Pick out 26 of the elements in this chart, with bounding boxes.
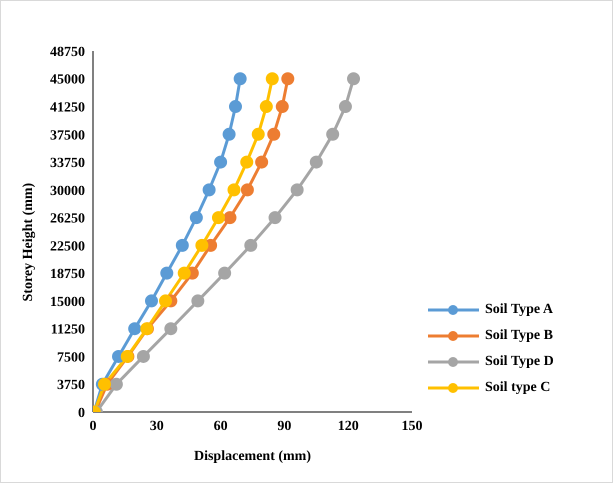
- x-tick-label: 30: [150, 418, 164, 434]
- legend-label: Soil type C: [485, 380, 550, 396]
- y-tick-label: 33750: [50, 156, 85, 172]
- y-tick-label: 18750: [50, 267, 85, 282]
- y-tick-label: 11250: [50, 322, 85, 338]
- y-tick-label: 48750: [50, 44, 85, 60]
- y-tick-label: 41250: [50, 100, 85, 116]
- y-tick-label: 37500: [50, 128, 85, 144]
- x-tick-label: 150: [402, 418, 422, 434]
- legend-label: Soil Type D: [485, 354, 554, 370]
- x-tick-label: 0: [90, 418, 96, 434]
- y-tick-label: 30000: [50, 184, 85, 199]
- y-axis-title: Storey Height (mm): [20, 182, 36, 302]
- x-axis-title: Displacement (mm): [194, 449, 312, 464]
- y-tick-label: 15000: [50, 294, 85, 310]
- legend-label: Soil Type B: [485, 328, 553, 344]
- y-tick-label: 22500: [50, 239, 85, 254]
- y-tick-label: 26250: [50, 212, 85, 227]
- y-tick-label: 0: [78, 406, 85, 421]
- x-tick-label: 60: [214, 418, 228, 434]
- y-tick-label: 3750: [57, 378, 85, 394]
- x-tick-label: 120: [338, 418, 359, 434]
- x-tick-label: 90: [277, 418, 292, 434]
- y-tick-label: 45000: [50, 72, 85, 88]
- y-tick-label: 7500: [57, 350, 85, 366]
- legend-label: Soil Type A: [485, 302, 553, 318]
